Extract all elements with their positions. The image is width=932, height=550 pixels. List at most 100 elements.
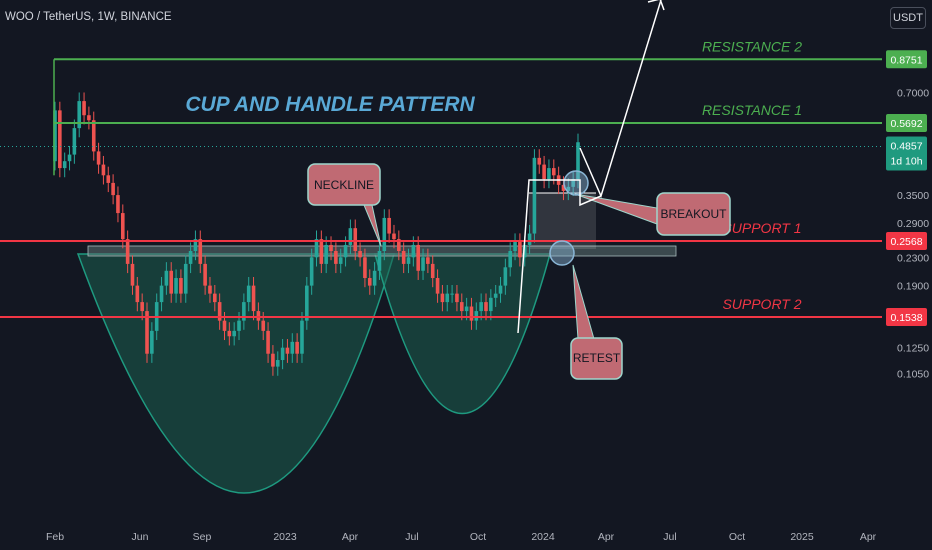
candle-body (479, 302, 483, 312)
y-tick-label: 0.2900 (897, 218, 929, 230)
price-tag (886, 50, 927, 69)
level-label: SUPPORT 2 (722, 296, 801, 312)
candle-body (290, 341, 295, 354)
price-tag-label: 0.1538 (890, 312, 922, 324)
level-label: RESISTANCE 2 (702, 38, 802, 54)
currency-button[interactable]: USDT (890, 7, 926, 29)
cup-right-shape (374, 253, 551, 414)
candle-body (459, 302, 464, 312)
retest-label: RETEST (573, 351, 621, 365)
x-tick-label: Jun (132, 531, 149, 543)
candle-body (188, 251, 193, 264)
candle-body (416, 244, 420, 271)
candle-body (455, 293, 459, 303)
candle-body (193, 239, 198, 252)
candle-body (430, 263, 435, 279)
candle-body (401, 251, 406, 264)
candle-body (406, 257, 411, 264)
price-tag-label: 0.5692 (890, 118, 922, 130)
x-tick-label: Oct (470, 531, 486, 543)
y-tick-label: 0.1050 (897, 369, 929, 381)
candle-body (387, 217, 391, 234)
retest-pointer (572, 264, 595, 340)
candle-body (358, 251, 362, 258)
breakout-label: BREAKOUT (660, 207, 727, 221)
candle-body (280, 347, 285, 361)
candle-body (561, 184, 566, 191)
candle-body (508, 251, 513, 268)
candle-body (77, 101, 82, 129)
price-tag (886, 231, 927, 250)
candle-body (484, 302, 488, 312)
candle-body (232, 330, 236, 337)
candle-body (96, 151, 101, 165)
candle-body (513, 242, 517, 252)
candle-body (101, 164, 106, 176)
candle-body (256, 311, 261, 321)
price-tag-label: 0.8751 (890, 54, 922, 66)
breakout-circle (563, 170, 589, 196)
candle-body (140, 302, 144, 312)
candle-body (271, 353, 275, 367)
candle-body (566, 186, 571, 191)
candle-body (329, 244, 333, 252)
neckline-label: NECKLINE (314, 178, 374, 192)
candle-body (261, 320, 266, 331)
projection-arrowhead (647, 0, 665, 11)
candle-body (367, 278, 372, 286)
candle-body (305, 285, 309, 321)
x-tick-label: 2025 (790, 531, 814, 543)
y-tick-label: 0.2300 (897, 252, 929, 264)
candle-body (169, 270, 174, 294)
candle-body (203, 263, 207, 286)
neckline-pointer (363, 204, 382, 247)
y-tick-label: 0.7000 (897, 87, 929, 99)
candle-body (334, 251, 338, 264)
x-tick-label: Apr (598, 531, 615, 543)
candle-body (174, 278, 178, 294)
candle-body (208, 285, 212, 294)
candle-body (246, 285, 251, 303)
candle-body (411, 244, 416, 258)
x-tick-label: Apr (860, 531, 877, 543)
x-tick-label: 2024 (531, 531, 555, 543)
candle-body (309, 257, 314, 286)
candle-body (183, 263, 188, 294)
candle-body (300, 320, 304, 354)
candle-body (87, 115, 91, 121)
candle-body (353, 228, 358, 252)
candle-body (474, 311, 479, 321)
candle-body (372, 270, 377, 286)
candle-body (53, 110, 57, 162)
symbol-title: WOO / TetherUS, 1W, BINANCE (5, 11, 172, 23)
candle-body (464, 306, 469, 312)
candle-body (440, 293, 445, 303)
x-tick-label: Jul (663, 531, 676, 543)
neckline-callout (307, 163, 381, 206)
y-tick-label: 0.3500 (897, 190, 929, 202)
x-tick-label: Jul (405, 531, 418, 543)
candle-body (295, 341, 299, 354)
candle-body (125, 239, 130, 264)
projection-arrow (579, 0, 662, 199)
candle-body (343, 244, 348, 258)
retest-circle (549, 240, 575, 266)
candle-body (338, 257, 343, 264)
level-label: SUPPORT 1 (722, 220, 801, 236)
candle-body (106, 175, 111, 183)
candle-body (537, 157, 542, 165)
candle-body (130, 263, 135, 286)
candle-body (82, 101, 86, 116)
y-tick-label: 0.1900 (897, 281, 929, 293)
candle-body (145, 311, 149, 354)
pattern-title: CUP AND HANDLE PATTERN (185, 93, 475, 116)
candle-body (469, 306, 474, 321)
candle-body (164, 270, 169, 286)
candle-body (542, 164, 546, 180)
x-tick-label: 2023 (273, 531, 297, 543)
candle-body (285, 347, 290, 354)
candle-body (319, 239, 324, 264)
last-price-label: 0.4857 (890, 141, 922, 153)
candle-body (159, 285, 164, 303)
x-tick-label: Feb (46, 531, 64, 543)
